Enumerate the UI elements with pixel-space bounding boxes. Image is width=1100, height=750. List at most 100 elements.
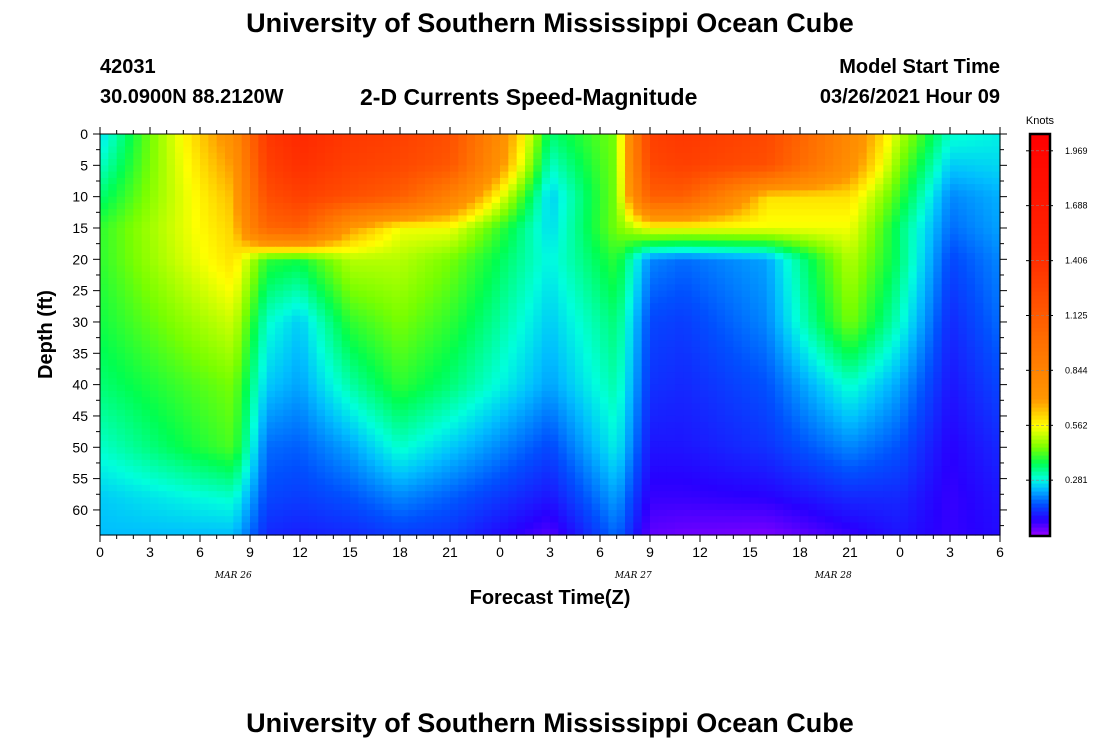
heatmap-cell	[950, 221, 959, 229]
heatmap-cell	[283, 165, 293, 173]
heatmap-cell	[525, 378, 534, 386]
heatmap-cell	[558, 202, 568, 210]
heatmap-cell	[158, 246, 168, 254]
heatmap-cell	[850, 171, 859, 179]
heatmap-cell	[550, 165, 559, 173]
heatmap-cell	[975, 271, 984, 279]
heatmap-cell	[450, 265, 459, 273]
heatmap-cell	[791, 309, 801, 317]
heatmap-cell	[616, 152, 626, 160]
heatmap-cell	[466, 359, 476, 367]
heatmap-cell	[900, 165, 909, 173]
heatmap-cell	[400, 140, 409, 148]
heatmap-cell	[975, 403, 984, 411]
heatmap-cell	[908, 253, 918, 260]
heatmap-cell	[341, 190, 351, 198]
heatmap-cell	[841, 227, 851, 235]
heatmap-cell	[241, 309, 251, 317]
heatmap-cell	[125, 234, 134, 242]
heatmap-cell	[558, 290, 568, 298]
heatmap-cell	[883, 227, 893, 235]
heatmap-cell	[916, 159, 926, 166]
heatmap-cell	[275, 271, 284, 279]
heatmap-cell	[583, 240, 593, 248]
heatmap-cell	[941, 165, 951, 173]
heatmap-cell	[658, 140, 668, 148]
heatmap-cell	[766, 177, 776, 185]
heatmap-cell	[400, 246, 409, 254]
heatmap-cell	[650, 271, 659, 279]
heatmap-cell	[841, 328, 851, 336]
heatmap-cell	[141, 209, 151, 217]
heatmap-cell	[158, 196, 168, 204]
heatmap-cell	[741, 321, 751, 329]
heatmap-cell	[450, 397, 459, 405]
heatmap-cell	[800, 140, 809, 148]
heatmap-cell	[775, 209, 784, 217]
heatmap-cell	[833, 315, 843, 323]
heatmap-cell	[183, 196, 193, 204]
heatmap-cell	[533, 359, 543, 367]
heatmap-cell	[416, 159, 426, 166]
heatmap-cell	[400, 209, 409, 217]
heatmap-cell	[758, 340, 768, 348]
heatmap-cell	[541, 328, 551, 336]
heatmap-cell	[700, 246, 709, 254]
heatmap-cell	[616, 347, 626, 354]
heatmap-cell	[466, 227, 476, 235]
heatmap-cell	[550, 347, 559, 354]
heatmap-cell	[150, 315, 159, 323]
heatmap-cell	[633, 309, 643, 317]
heatmap-cell	[283, 215, 293, 223]
heatmap-cell	[133, 209, 143, 217]
heatmap-cell	[441, 384, 451, 392]
heatmap-cell	[458, 253, 468, 260]
heatmap-cell	[241, 240, 251, 248]
heatmap-cell	[466, 221, 476, 229]
heatmap-cell	[358, 159, 368, 166]
heatmap-cell	[483, 403, 493, 411]
heatmap-cell	[250, 309, 259, 317]
heatmap-cell	[558, 303, 568, 311]
heatmap-cell	[541, 177, 551, 185]
heatmap-cell	[375, 227, 384, 235]
heatmap-cell	[533, 353, 543, 361]
heatmap-cell	[908, 378, 918, 386]
heatmap-cell	[416, 177, 426, 185]
heatmap-cell	[791, 246, 801, 254]
heatmap-cell	[758, 146, 768, 154]
heatmap-cell	[500, 271, 509, 279]
heatmap-cell	[308, 372, 318, 379]
heatmap-cell	[658, 171, 668, 179]
heatmap-cell	[116, 140, 126, 148]
heatmap-cell	[683, 321, 693, 329]
heatmap-cell	[200, 134, 209, 141]
heatmap-cell	[316, 152, 326, 160]
heatmap-cell	[791, 171, 801, 179]
heatmap-cell	[400, 290, 409, 298]
heatmap-cell	[183, 253, 193, 260]
heatmap-cell	[925, 353, 934, 361]
heatmap-cell	[641, 409, 651, 417]
heatmap-cell	[783, 177, 793, 185]
heatmap-cell	[450, 171, 459, 179]
heatmap-cell	[741, 290, 751, 298]
heatmap-cell	[808, 397, 818, 405]
heatmap-cell	[883, 271, 893, 279]
heatmap-cell	[700, 290, 709, 298]
heatmap-cell	[333, 390, 343, 398]
heatmap-cell	[508, 259, 518, 267]
heatmap-cell	[783, 146, 793, 154]
heatmap-cell	[300, 221, 309, 229]
heatmap-cell	[441, 278, 451, 285]
heatmap-cell	[266, 196, 276, 204]
heatmap-cell	[958, 152, 968, 160]
heatmap-cell	[950, 171, 959, 179]
heatmap-cell	[716, 328, 726, 336]
heatmap-cell	[766, 347, 776, 354]
heatmap-cell	[208, 134, 218, 141]
heatmap-cell	[575, 209, 584, 217]
heatmap-cell	[641, 384, 651, 392]
heatmap-cell	[891, 190, 901, 198]
